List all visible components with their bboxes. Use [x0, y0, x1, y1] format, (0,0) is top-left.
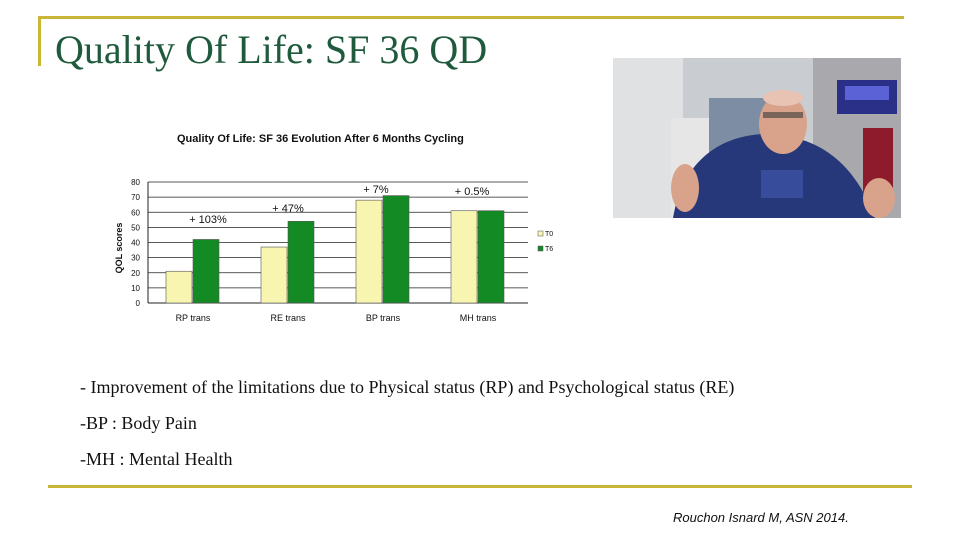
legend-label-t6: T6: [545, 246, 553, 253]
left-accent-line: [38, 16, 41, 66]
legend-swatch-t0: [537, 230, 544, 237]
y-tick-label: 80: [131, 178, 140, 187]
bar-t0-4: [450, 210, 478, 304]
y-tick-label: 60: [131, 208, 140, 217]
bar-t0-3: [355, 199, 383, 304]
y-tick-label: 50: [131, 223, 140, 232]
bullet-bp: -BP : Body Pain: [80, 413, 197, 433]
percent-change-annotation: + 47%: [272, 203, 304, 215]
bar-t6-3: [382, 195, 410, 304]
bullet-mh: -MH : Mental Health: [80, 449, 233, 469]
bar-t6-1: [192, 239, 220, 304]
y-tick-label: 40: [131, 239, 140, 248]
x-tick-label: RP trans: [176, 313, 211, 323]
y-axis-label: QOL scores: [114, 223, 124, 274]
y-tick-label: 30: [131, 254, 140, 263]
percent-change-annotation: + 0.5%: [455, 186, 490, 198]
bar-t6-2: [287, 221, 315, 304]
y-tick-label: 10: [131, 284, 140, 293]
slide-title: Quality Of Life: SF 36 QD: [55, 27, 488, 72]
legend-label-t0: T0: [545, 231, 553, 238]
bullet-rp-re: - Improvement of the limitations due to …: [80, 377, 735, 397]
bar-t6-4: [477, 210, 505, 304]
percent-change-annotation: + 7%: [363, 184, 389, 196]
patient-photo: [613, 58, 901, 218]
percent-change-annotation: + 103%: [189, 214, 227, 226]
y-tick-label: 20: [131, 269, 140, 278]
citation: Rouchon Isnard M, ASN 2014.: [673, 510, 849, 525]
qol-bar-chart: Quality Of Life: SF 36 Evolution After 6…: [108, 126, 560, 326]
x-tick-label: BP trans: [366, 313, 401, 323]
legend-swatch-t6: [537, 245, 544, 252]
bar-t0-1: [165, 270, 193, 304]
bottom-accent-line: [48, 485, 912, 488]
y-tick-label: 70: [131, 193, 140, 202]
x-tick-label: MH trans: [460, 313, 497, 323]
chart-title: Quality Of Life: SF 36 Evolution After 6…: [177, 133, 464, 145]
x-tick-label: RE trans: [270, 313, 306, 323]
bar-t0-2: [260, 246, 288, 304]
top-accent-line: [40, 16, 904, 19]
y-tick-label: 0: [136, 299, 141, 308]
